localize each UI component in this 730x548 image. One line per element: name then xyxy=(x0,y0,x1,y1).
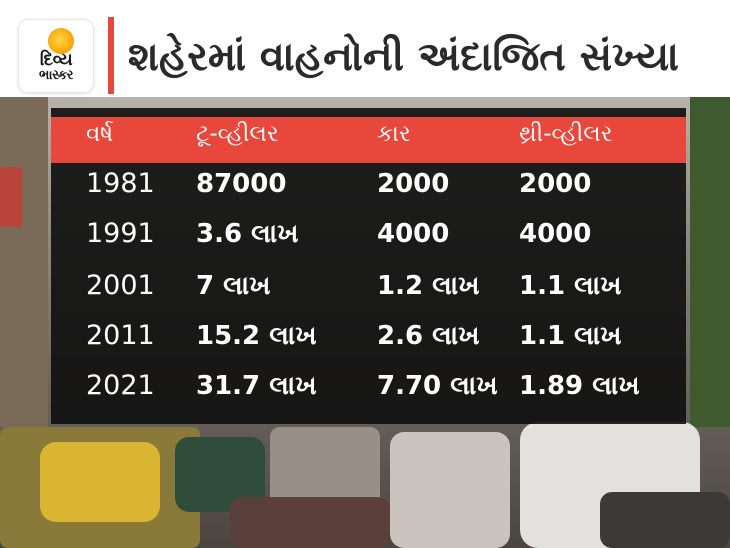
photo-shape xyxy=(600,492,730,548)
table-cell-three-wheeler: 2000 xyxy=(519,169,592,199)
table-cell-two-wheeler: 31.7 લાખ xyxy=(196,371,317,401)
page-title: શહેરમાં વાહનોની અંદાજિત સંખ્યા xyxy=(128,34,679,80)
table-cell-three-wheeler: 1.1 લાખ xyxy=(519,321,622,351)
photo-shape xyxy=(390,432,510,548)
column-header-two-wheeler: ટૂ-વ્હીલર xyxy=(196,121,279,147)
table-cell-three-wheeler: 1.1 લાખ xyxy=(519,271,622,301)
table-cell-car: 2.6 લાખ xyxy=(377,321,480,351)
header: દિવ્ય ભાસ્કર શહેરમાં વાહનોની અંદાજિત સંખ… xyxy=(0,0,730,97)
photo-shape xyxy=(690,97,730,427)
table-cell-year: 2021 xyxy=(86,370,155,401)
table-cell-year: 2011 xyxy=(86,320,155,351)
column-header-car: કાર xyxy=(377,121,411,147)
column-header-year: વર્ષ xyxy=(86,121,114,147)
table-cell-two-wheeler: 87000 xyxy=(196,169,287,199)
table-cell-car: 2000 xyxy=(377,169,450,199)
photo-shape xyxy=(230,497,390,548)
column-header-three-wheeler: થ્રી-વ્હીલર xyxy=(519,121,613,147)
logo-text-line2: ભાસ્કર xyxy=(39,68,73,83)
table-cell-two-wheeler: 3.6 લાખ xyxy=(196,219,299,249)
table-cell-car: 1.2 લાખ xyxy=(377,271,480,301)
table-cell-year: 1991 xyxy=(86,218,155,249)
table-cell-car: 4000 xyxy=(377,219,450,249)
title-accent-bar xyxy=(108,17,114,94)
table-cell-year: 2001 xyxy=(86,270,155,301)
table-cell-two-wheeler: 15.2 લાખ xyxy=(196,321,317,351)
divya-bhaskar-logo: દિવ્ય ભાસ્કર xyxy=(19,20,93,92)
table-cell-three-wheeler: 1.89 લાખ xyxy=(519,371,640,401)
sun-logo-icon xyxy=(48,28,74,54)
logo-text-line1: દિવ્ય xyxy=(39,50,73,70)
table-cell-three-wheeler: 4000 xyxy=(519,219,592,249)
photo-shape xyxy=(0,97,48,427)
table-header-bar xyxy=(51,117,686,163)
table-cell-two-wheeler: 7 લાખ xyxy=(196,271,271,301)
background-photo: વર્ષ ટૂ-વ્હીલર કાર થ્રી-વ્હીલર 1981 8700… xyxy=(0,97,730,548)
photo-shape xyxy=(40,442,160,522)
table-cell-car: 7.70 લાખ xyxy=(377,371,498,401)
table-cell-year: 1981 xyxy=(86,168,155,199)
photo-shape xyxy=(0,167,22,227)
